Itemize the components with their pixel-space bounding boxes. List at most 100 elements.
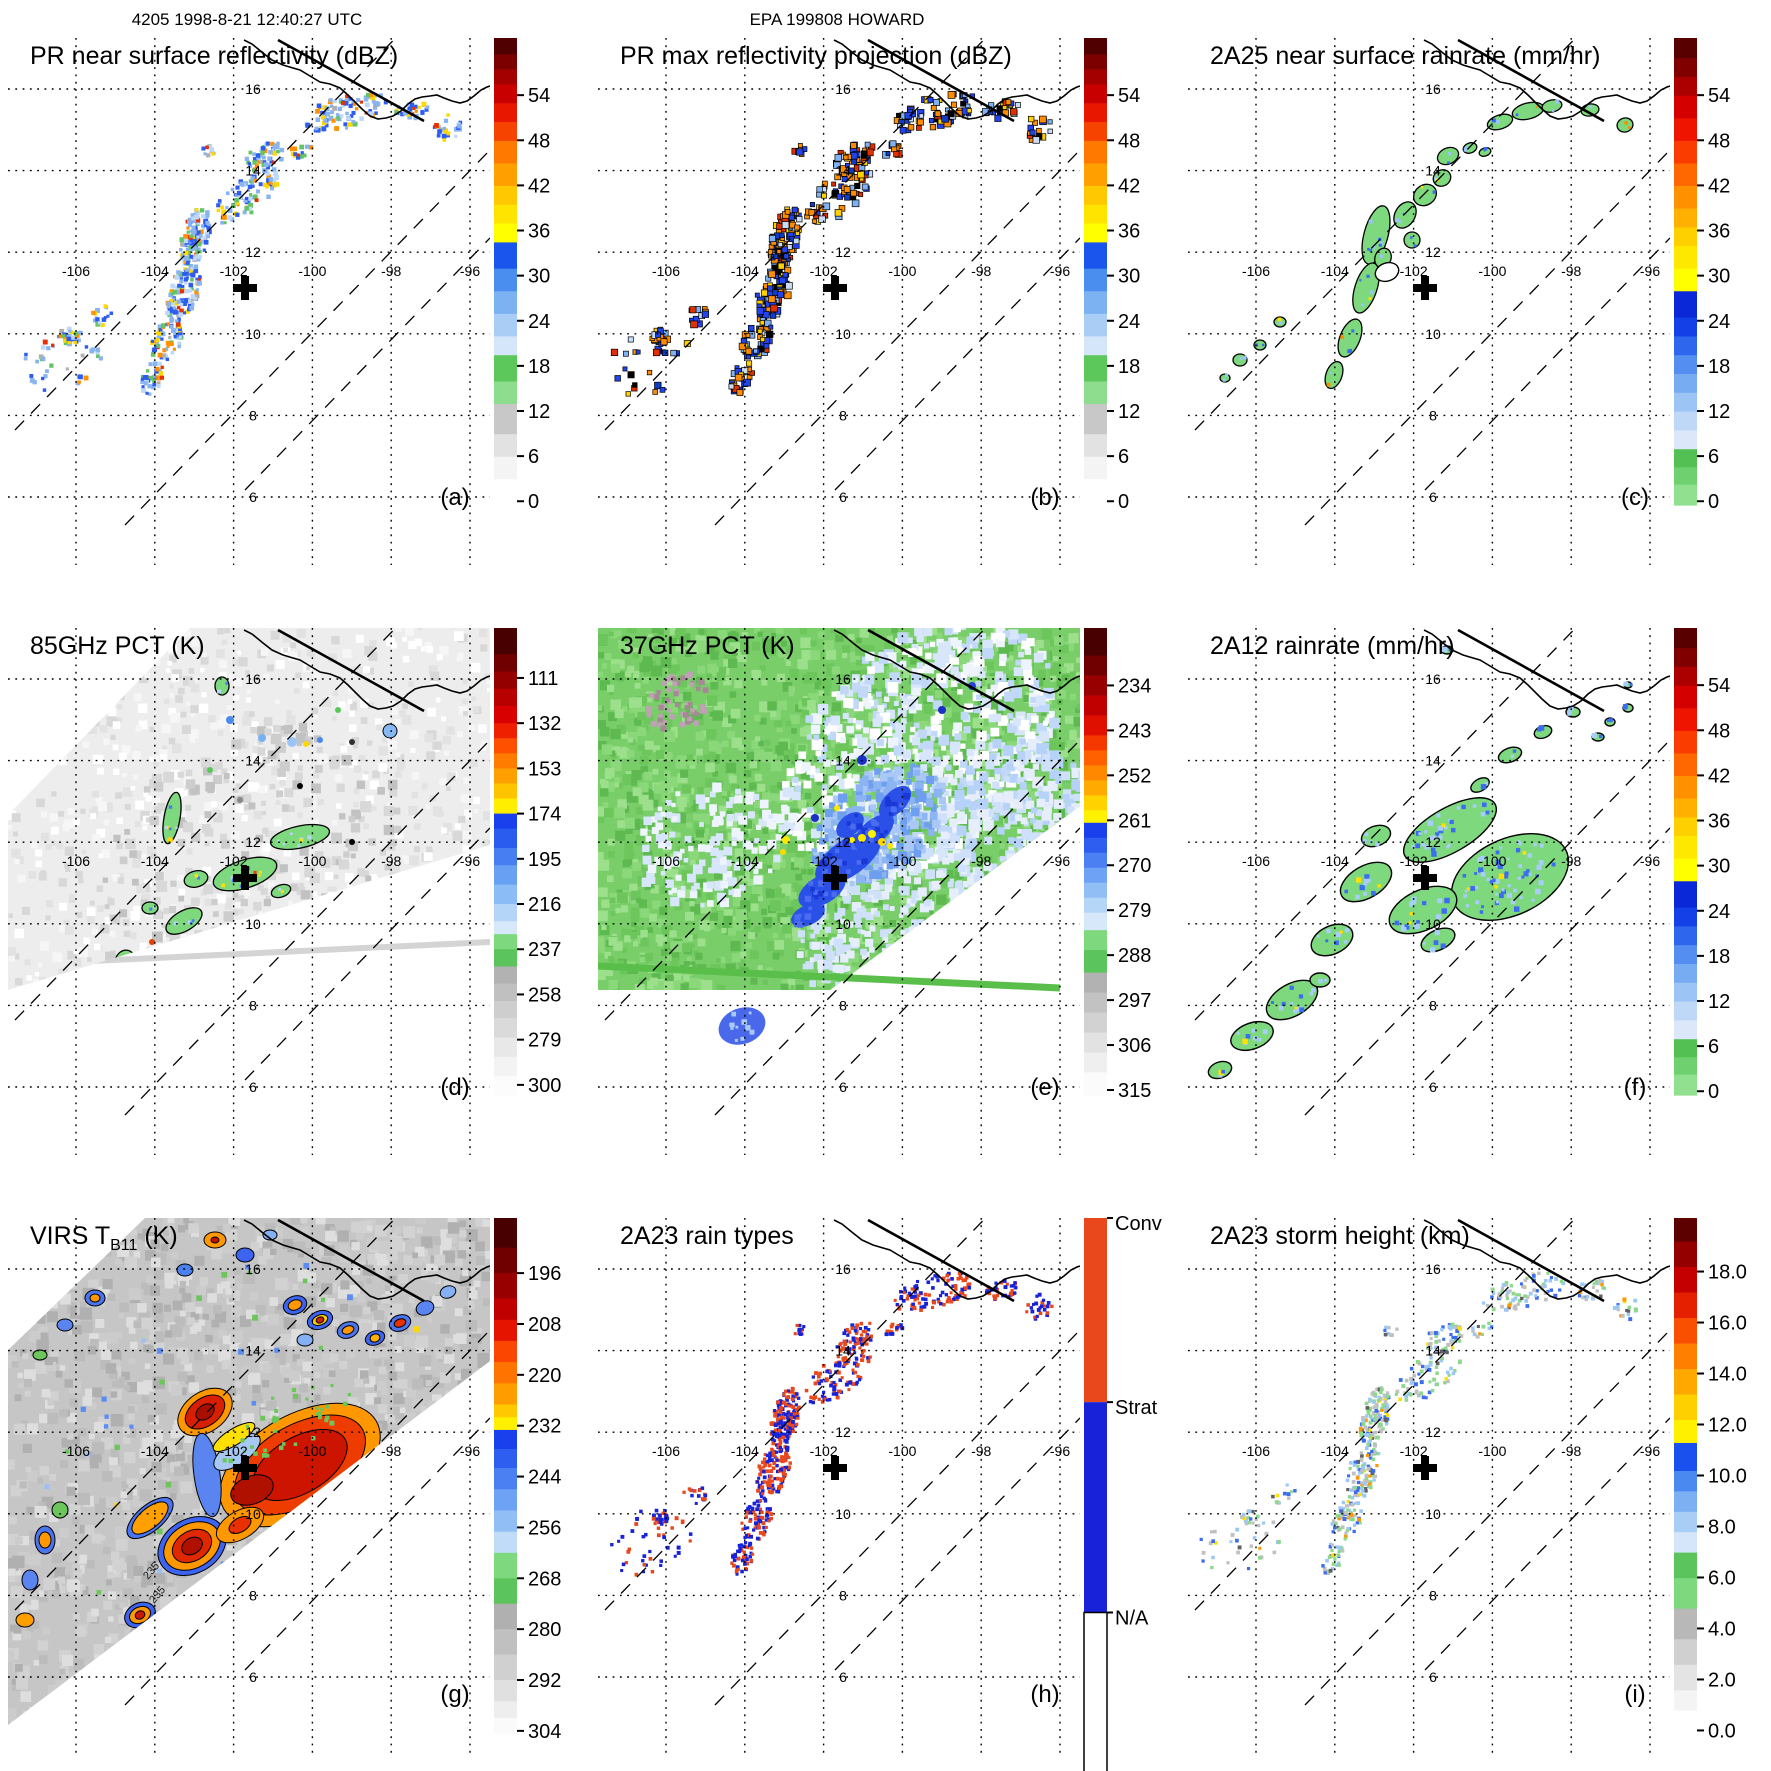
map-overlays xyxy=(1194,38,1670,526)
storm-center-cross xyxy=(823,276,847,300)
svg-text:12: 12 xyxy=(1708,401,1730,423)
swath-edge-dashed-line xyxy=(834,237,1080,491)
coastline xyxy=(1423,1219,1670,1300)
svg-text:-100: -100 xyxy=(888,263,916,279)
svg-text:42: 42 xyxy=(1708,175,1730,197)
swath-edge-dashed-line xyxy=(1194,628,1577,1021)
svg-text:10: 10 xyxy=(245,916,261,932)
svg-text:8: 8 xyxy=(1429,407,1437,423)
svg-text:30: 30 xyxy=(528,266,550,288)
svg-text:30: 30 xyxy=(1118,266,1140,288)
storm-center-cross xyxy=(233,276,257,300)
swath-edge-dashed-line xyxy=(714,1329,1080,1706)
panel-b: -106 -104 -102 -100 -98 -96 16 14 12 10 8 6 PR max r… xyxy=(598,38,1140,565)
swath-edge-dashed-line xyxy=(244,827,490,1081)
svg-text:0: 0 xyxy=(1118,491,1129,513)
svg-text:-102: -102 xyxy=(810,263,838,279)
data-field xyxy=(1207,645,1634,1080)
svg-text:258: 258 xyxy=(528,984,561,1006)
data-field xyxy=(1219,99,1634,390)
svg-text:12: 12 xyxy=(245,834,261,850)
svg-text:6: 6 xyxy=(1708,446,1719,468)
panel-letter: (e) xyxy=(1030,1074,1059,1101)
border-line xyxy=(277,628,425,713)
border-line xyxy=(867,38,1015,123)
coastline xyxy=(243,39,490,120)
panel-letter: (h) xyxy=(1030,1681,1059,1708)
svg-text:54: 54 xyxy=(528,85,550,107)
map-overlays xyxy=(604,38,1080,526)
svg-text:-106: -106 xyxy=(62,853,90,869)
svg-text:-104: -104 xyxy=(141,263,169,279)
svg-text:18: 18 xyxy=(1708,356,1730,378)
storm-center-cross xyxy=(823,866,847,890)
swath-edge-dashed-line xyxy=(14,38,397,431)
data-field xyxy=(610,1271,1054,1577)
svg-text:24: 24 xyxy=(1708,311,1730,333)
svg-text:14: 14 xyxy=(245,163,261,179)
svg-text:30: 30 xyxy=(1708,266,1730,288)
svg-text:6: 6 xyxy=(528,446,539,468)
svg-text:-104: -104 xyxy=(1321,263,1349,279)
swath-edge-dashed-line xyxy=(1424,827,1670,1081)
svg-text:8: 8 xyxy=(249,997,257,1013)
swath-edge-dashed-line xyxy=(1304,149,1670,526)
data-field xyxy=(23,92,463,396)
svg-text:-106: -106 xyxy=(62,263,90,279)
svg-text:6: 6 xyxy=(249,1079,257,1095)
panel-title: PR near surface reflectivity (dBZ) xyxy=(30,42,398,70)
svg-text:36: 36 xyxy=(528,221,550,243)
svg-text:-100: -100 xyxy=(1478,263,1506,279)
svg-text:14: 14 xyxy=(245,753,261,769)
svg-text:16: 16 xyxy=(1425,81,1441,97)
svg-text:6: 6 xyxy=(249,489,257,505)
border-line xyxy=(867,1218,1015,1303)
panel-title: 2A23 storm height (km) xyxy=(1210,1222,1470,1250)
svg-text:10: 10 xyxy=(245,326,261,342)
storm-header: EPA 199808 HOWARD xyxy=(749,10,925,29)
svg-text:16: 16 xyxy=(835,81,851,97)
svg-text:48: 48 xyxy=(528,130,550,152)
swath-edge-dashed-line xyxy=(1194,38,1577,431)
swath-edge-dashed-line xyxy=(124,149,490,526)
colorbar-rain: 54 48 42 36 30 24 18 12 6 0 xyxy=(1674,38,1730,513)
svg-text:195: 195 xyxy=(528,849,561,871)
border-line xyxy=(867,628,1015,713)
panel-letter: (i) xyxy=(1624,1681,1645,1708)
svg-text:8: 8 xyxy=(839,407,847,423)
svg-text:14: 14 xyxy=(835,163,851,179)
svg-text:-104: -104 xyxy=(731,263,759,279)
svg-text:0: 0 xyxy=(1708,491,1719,513)
svg-text:-98: -98 xyxy=(1561,263,1581,279)
border-line xyxy=(1457,628,1605,713)
svg-text:6: 6 xyxy=(1429,489,1437,505)
swath-edge-dashed-line xyxy=(1424,237,1670,491)
panel-letter: (a) xyxy=(440,484,469,511)
svg-text:-98: -98 xyxy=(381,263,401,279)
svg-text:-96: -96 xyxy=(1050,263,1070,279)
swath-edge-dashed-line xyxy=(124,739,490,1116)
panel-letter: (c) xyxy=(1621,484,1649,511)
coastline xyxy=(833,39,1080,120)
swath-edge-dashed-line xyxy=(124,1329,490,1706)
svg-text:174: 174 xyxy=(528,804,561,826)
svg-text:-98: -98 xyxy=(381,853,401,869)
data-field xyxy=(598,628,1080,1045)
swath-edge-dashed-line xyxy=(1304,1329,1670,1706)
svg-text:36: 36 xyxy=(1708,221,1730,243)
svg-text:24: 24 xyxy=(1118,311,1140,333)
coastline xyxy=(1423,629,1670,710)
swath-edge-dashed-line xyxy=(604,628,987,1021)
map-overlays xyxy=(14,628,490,1116)
swath-edge-dashed-line xyxy=(14,628,397,1021)
swath-edge-dashed-line xyxy=(834,827,1080,1081)
map-overlays xyxy=(604,628,1080,1116)
swath-edge-dashed-line xyxy=(604,38,987,431)
